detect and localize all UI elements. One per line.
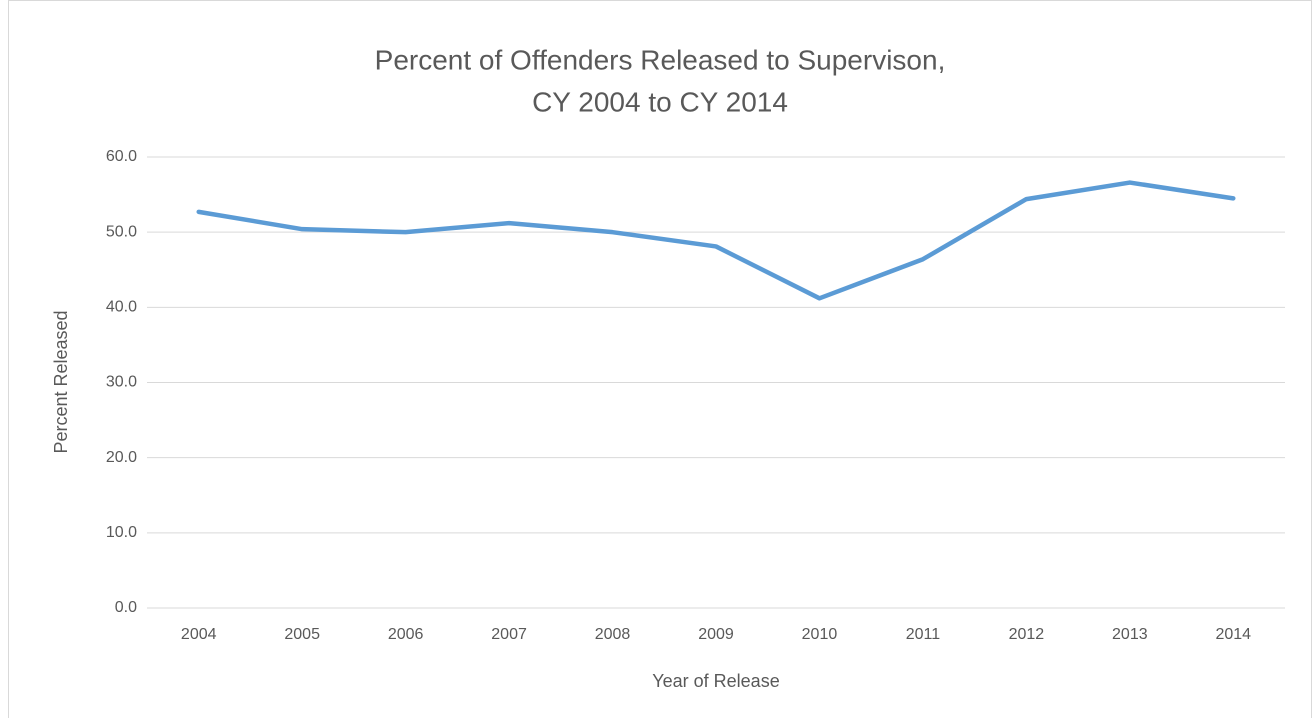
y-tick-label: 10.0 xyxy=(106,524,137,541)
y-tick-label: 20.0 xyxy=(106,449,137,466)
x-axis-title: Year of Release xyxy=(652,671,779,691)
y-tick-label: 50.0 xyxy=(106,223,137,240)
x-tick-label: 2014 xyxy=(1215,626,1251,643)
y-axis-title: Percent Released xyxy=(51,310,71,453)
x-tick-label: 2004 xyxy=(181,626,217,643)
y-tick-label: 0.0 xyxy=(115,599,137,616)
x-tick-label: 2012 xyxy=(1009,626,1045,643)
chart-title: CY 2004 to CY 2014 xyxy=(532,86,788,117)
x-tick-label: 2005 xyxy=(284,626,320,643)
x-tick-label: 2011 xyxy=(906,626,941,643)
x-tick-label: 2009 xyxy=(698,626,734,643)
y-tick-label: 60.0 xyxy=(106,148,137,165)
data-line xyxy=(196,180,1236,301)
chart-frame xyxy=(8,0,1312,718)
y-tick-label: 30.0 xyxy=(106,374,137,391)
x-tick-label: 2006 xyxy=(388,626,424,643)
x-tick-label: 2008 xyxy=(595,626,631,643)
x-tick-label: 2007 xyxy=(491,626,527,643)
chart-title: Percent of Offenders Released to Supervi… xyxy=(375,44,946,75)
y-tick-label: 40.0 xyxy=(106,299,137,316)
x-tick-label: 2013 xyxy=(1112,626,1148,643)
x-tick-label: 2010 xyxy=(802,626,838,643)
